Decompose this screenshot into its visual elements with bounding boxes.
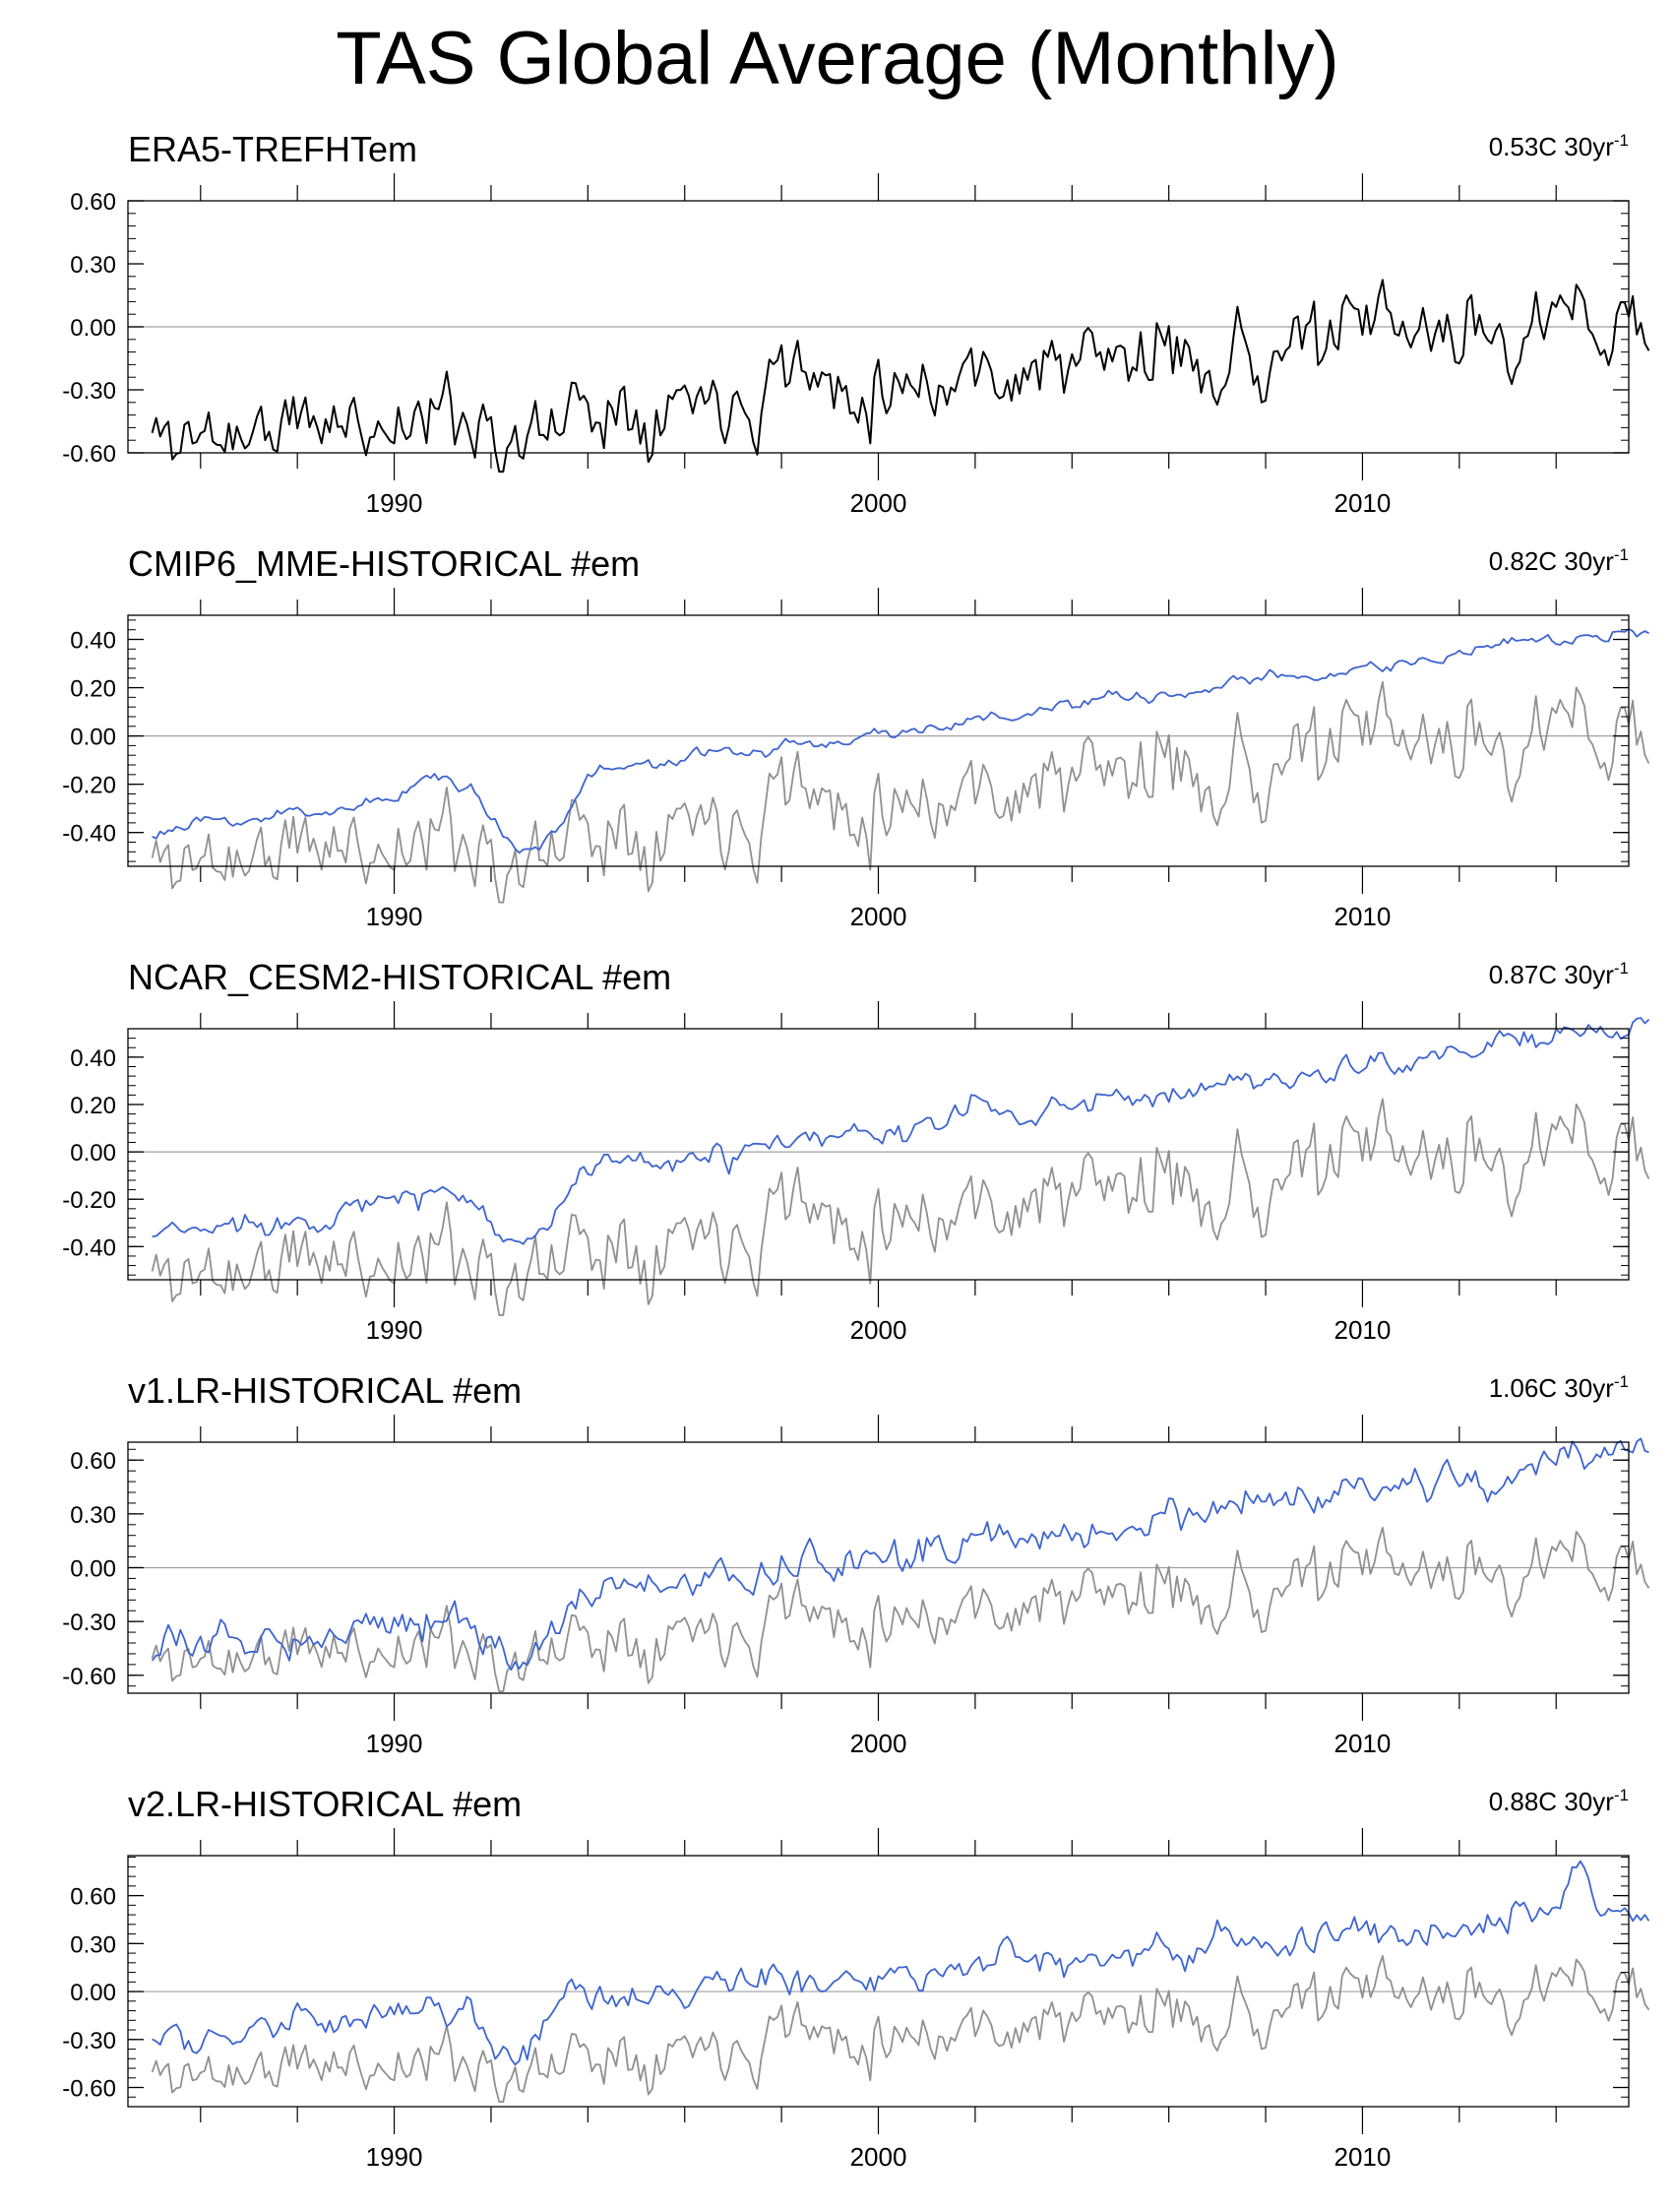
trend-value: 1.06C 30yr [1489,1373,1615,1403]
series-line-era5 [151,1954,1650,2104]
y-tick-label: 0.00 [70,315,116,342]
trend-value: 0.87C 30yr [1489,960,1615,989]
x-tick-label: 1990 [366,488,423,518]
y-tick-label: -0.20 [62,773,116,799]
x-tick-label: 2000 [850,1729,907,1758]
y-tick-label: 0.20 [70,676,116,703]
panel-title: v2.LR-HISTORICAL #em [128,1784,522,1824]
trend-value: 0.53C 30yr [1489,132,1615,161]
y-tick-label: -0.40 [62,1234,116,1261]
trend-exponent: -1 [1614,959,1629,978]
y-tick-label: 0.60 [70,189,116,216]
y-tick-label: -0.30 [62,378,116,405]
y-tick-label: -0.30 [62,2028,116,2054]
y-tick-label: 0.60 [70,1448,116,1475]
x-tick-label: 2010 [1334,1315,1392,1345]
y-tick-label: 0.00 [70,1556,116,1583]
y-tick-label: 0.60 [70,1884,116,1911]
chart-panel-2: CMIP6_MME-HISTORICAL #em 0.82C 30yr-1 -0.4… [62,543,1650,931]
y-tick-label: 0.30 [70,1502,116,1529]
series-line-era5 [151,279,1650,474]
y-tick-label: 0.40 [70,628,116,655]
trend-exponent: -1 [1614,1786,1629,1804]
series-line-v1-lr [151,1437,1649,1672]
plot-frame [127,1028,1630,1281]
x-tick-label: 2010 [1334,488,1392,518]
x-tick-label: 1990 [366,902,423,931]
series-line-era5 [151,1098,1650,1316]
x-tick-label: 2000 [850,2142,907,2172]
x-tick-label: 2010 [1334,1729,1392,1758]
chart-panel-5: v2.LR-HISTORICAL #em 0.88C 30yr-1 -0.60 -0.… [62,1784,1650,2172]
plot-frame [127,1855,1630,2108]
y-tick-label: -0.60 [62,441,116,468]
x-tick-label: 1990 [366,2142,423,2172]
panel-title: ERA5-TREFHTem [128,129,417,169]
trend-value: 0.88C 30yr [1489,1787,1615,1816]
y-tick-label: 0.00 [70,725,116,751]
y-tick-label: 0.20 [70,1093,116,1119]
chart-panel-4: v1.LR-HISTORICAL #em 1.06C 30yr-1 -0.60 -0.… [62,1370,1650,1758]
page-title: TAS Global Average (Monthly) [336,17,1339,100]
chart-panel-3: NCAR_CESM2-HISTORICAL #em 0.87C 30yr-1 -0.… [62,957,1650,1345]
x-tick-label: 2010 [1334,2142,1392,2172]
x-tick-label: 1990 [366,1729,423,1758]
panel-title: CMIP6_MME-HISTORICAL #em [128,543,640,584]
series-line-cmip6-mme [152,628,1649,854]
series-line-v2-lr [152,1860,1650,2066]
trend-label: 0.87C 30yr-1 [1489,959,1629,989]
trend-exponent: -1 [1614,1372,1629,1391]
series-line-era5 [151,681,1650,904]
y-tick-label: 0.00 [70,1980,116,2006]
trend-value: 0.82C 30yr [1489,546,1615,576]
y-tick-label: -0.60 [62,1664,116,1690]
y-tick-label: -0.20 [62,1187,116,1214]
trend-label: 1.06C 30yr-1 [1489,1372,1629,1403]
trend-label: 0.88C 30yr-1 [1489,1786,1629,1816]
y-tick-label: 0.00 [70,1140,116,1167]
y-tick-label: -0.30 [62,1610,116,1636]
trend-exponent: -1 [1614,545,1629,564]
y-tick-label: 0.30 [70,252,116,279]
x-tick-label: 1990 [366,1315,423,1345]
panel-title: NCAR_CESM2-HISTORICAL #em [128,957,671,997]
x-tick-label: 2000 [850,488,907,518]
y-tick-label: -0.60 [62,2076,116,2103]
plot-frame [127,614,1630,867]
x-tick-label: 2010 [1334,902,1392,931]
trend-label: 0.82C 30yr-1 [1489,545,1629,576]
y-tick-label: 0.30 [70,1931,116,1958]
x-tick-label: 2000 [850,1315,907,1345]
chart-panel-1: ERA5-TREFHTem 0.53C 30yr-1 -0.60 -0.30 0.00 0… [62,129,1650,518]
y-tick-label: -0.40 [62,821,116,848]
panel-title: v1.LR-HISTORICAL #em [128,1370,522,1411]
y-tick-label: 0.40 [70,1045,116,1072]
x-tick-label: 2000 [850,902,907,931]
series-line-era5 [151,1527,1650,1692]
trend-label: 0.53C 30yr-1 [1489,131,1629,161]
series-line-ncar-cesm2 [152,1017,1650,1245]
trend-exponent: -1 [1614,131,1629,150]
